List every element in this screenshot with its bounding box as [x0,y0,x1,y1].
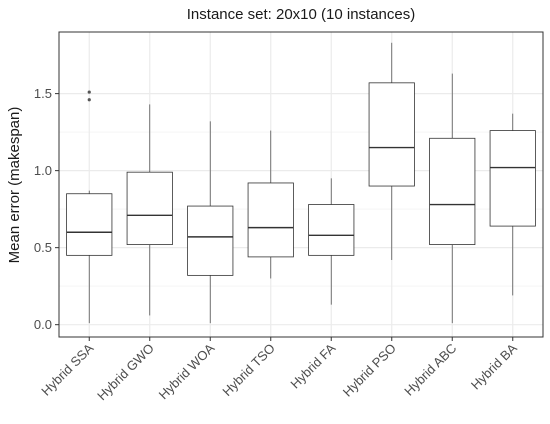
x-tick-label: Hybrid ABC [401,341,459,399]
y-axis-label: Mean error (makespan) [6,107,23,264]
x-tick-label: Hybrid PSO [340,341,399,400]
boxplot-hybrid-woa [187,121,234,324]
box [126,171,173,245]
x-tick-label: Hybrid WOA [156,340,218,402]
x-tick-label: Hybrid FA [287,340,338,391]
box [429,137,476,245]
y-axis: 0.0 0.5 1.0 1.5 [34,86,59,332]
y-tick-label: 0.5 [34,240,52,255]
box [247,182,294,258]
y-tick-label: 1.0 [34,163,52,178]
chart-title: Instance set: 20x10 (10 instances) [187,6,415,23]
y-tick-label: 0.0 [34,317,52,332]
box [368,82,415,187]
outlier-point [87,90,91,94]
boxplot-hybrid-gwo [126,104,173,316]
x-tick-label: Hybrid BA [468,340,520,392]
y-tick-label: 1.5 [34,86,52,101]
boxplot-hybrid-pso [368,42,415,260]
box [308,204,355,256]
boxplot-hybrid-abc [429,73,476,324]
boxplots [66,42,536,324]
boxplot-hybrid-tso [247,130,294,279]
boxplot-hybrid-ba [489,113,536,296]
outlier-point [87,98,91,102]
x-tick-label: Hybrid TSO [219,341,277,399]
plot-panel-border [58,31,544,338]
x-tick-label: Hybrid GWO [94,341,157,404]
boxplot-hybrid-fa [308,178,355,305]
box [187,205,234,276]
x-tick-label: Hybrid SSA [38,340,96,398]
box [489,130,536,227]
boxplot-hybrid-ssa [66,90,113,324]
box [66,193,113,256]
